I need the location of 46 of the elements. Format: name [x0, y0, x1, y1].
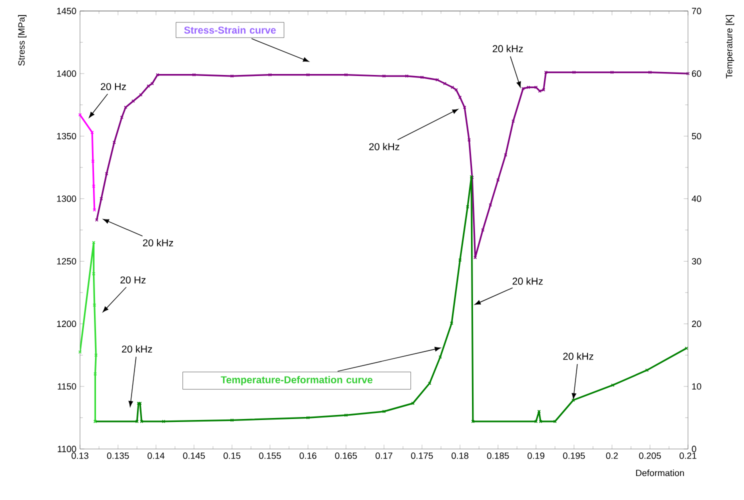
- annotation: Stress-Strain curve: [184, 26, 276, 34]
- annotation: 20 Hz: [100, 83, 126, 90]
- y-tick-label: 1250: [57, 258, 76, 264]
- y2-tick-label: 10: [692, 383, 702, 390]
- annotation: 20 kHz: [512, 277, 543, 285]
- annotation: Temperature-Deformation curve: [220, 376, 372, 386]
- y-tick-label: 1450: [57, 8, 76, 14]
- x-tick-label: 0.21: [680, 452, 696, 459]
- y-tick-label: 1100: [58, 446, 76, 452]
- x-tick-label: 0.185: [487, 452, 509, 459]
- annotation: 20 kHz: [492, 44, 523, 52]
- annotation: 20 kHz: [142, 239, 174, 246]
- y-tick-label: 1350: [57, 132, 76, 140]
- x-tick-label: 0.19: [528, 452, 544, 459]
- annotation: 20 kHz: [122, 345, 152, 353]
- y2-tick-label: 70: [692, 8, 702, 14]
- x-tick-label: 0.145: [183, 452, 205, 459]
- y-axis-title: Stress [MPa]: [18, 15, 26, 66]
- y-tick-label: 1150: [58, 383, 76, 390]
- annotation: 20 kHz: [369, 142, 400, 150]
- x-tick-label: 0.18: [452, 452, 468, 459]
- x-tick-label: 0.155: [259, 452, 281, 459]
- y2-tick-label: 30: [692, 258, 702, 264]
- y2-tick-label: 20: [692, 320, 702, 328]
- x-tick-label: 0.14: [148, 452, 164, 459]
- x-tick-label: 0.16: [300, 452, 316, 459]
- y2-axis-title: Temperature [K]: [726, 15, 734, 78]
- x-tick-label: 0.195: [563, 452, 585, 459]
- x-tick-label: 0.175: [411, 452, 433, 459]
- y2-tick-label: 60: [692, 70, 702, 77]
- x-tick-label: 0.205: [639, 452, 661, 459]
- x-tick-label: 0.2: [606, 452, 618, 459]
- y-tick-label: 1300: [57, 196, 76, 202]
- y-tick-label: 1200: [57, 320, 76, 328]
- y2-tick-label: 40: [692, 196, 702, 202]
- y-tick-label: 1400: [57, 70, 76, 77]
- x-tick-label: 0.165: [335, 452, 357, 459]
- y2-tick-label: 0: [692, 446, 696, 452]
- x-tick-label: 0.15: [224, 452, 240, 459]
- annotation: 20 kHz: [563, 352, 594, 360]
- y2-tick-label: 50: [692, 132, 702, 140]
- annotation: 20 Hz: [120, 276, 146, 284]
- x-tick-label: 0.13: [72, 452, 88, 459]
- x-tick-label: 0.135: [107, 452, 129, 459]
- x-tick-label: 0.17: [376, 452, 392, 459]
- x-axis-title: Deformation: [636, 470, 684, 476]
